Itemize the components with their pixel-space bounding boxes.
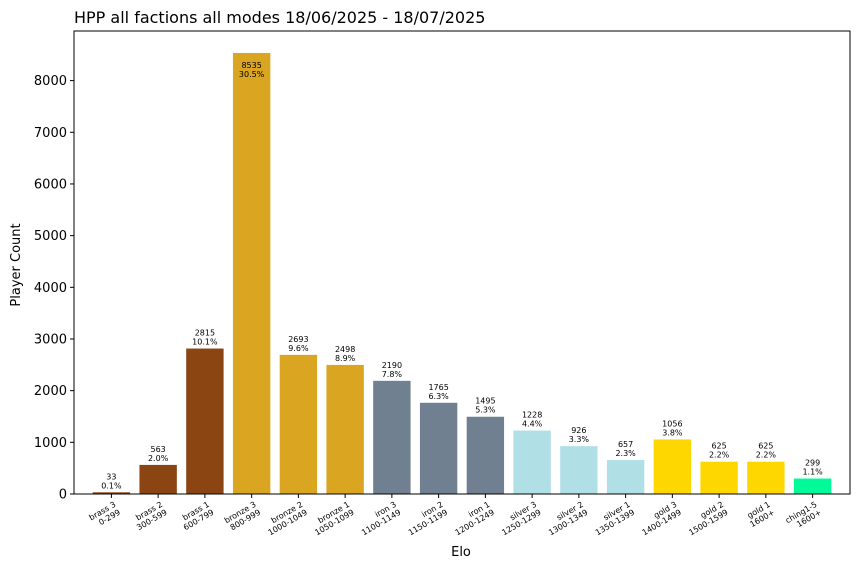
y-tick-label: 8000	[34, 74, 67, 89]
bar-value-label: 563	[151, 445, 166, 454]
bar-value-label: 657	[618, 440, 633, 449]
bar	[466, 416, 505, 494]
bar-value-label: 926	[571, 426, 586, 435]
y-tick-label: 2000	[34, 384, 67, 399]
bar	[653, 439, 692, 494]
bar-value-label: 2498	[335, 345, 355, 354]
bar-percent-label: 5.3%	[475, 406, 496, 415]
bar	[186, 348, 224, 494]
x-tick-label: bronze 3800-999	[223, 500, 262, 533]
x-tick-label: brass 30-299	[88, 500, 122, 530]
bar-percent-label: 0.1%	[101, 481, 122, 490]
bar-value-label: 1765	[428, 383, 448, 392]
bar-value-label: 1228	[522, 411, 542, 420]
x-tick-label: silver 11350-1399	[589, 500, 636, 537]
bar	[373, 380, 411, 494]
plot-frame	[73, 30, 851, 495]
y-tick-label: 4000	[34, 281, 67, 296]
bar-percent-label: 1.1%	[802, 468, 823, 477]
bar	[92, 492, 131, 494]
bar-value-label: 33	[106, 472, 116, 481]
bar-percent-label: 3.8%	[662, 428, 683, 437]
y-tick-label: 5000	[34, 229, 67, 244]
bar-value-label: 625	[758, 442, 773, 451]
y-tick-label: 7000	[34, 126, 67, 141]
plot-area: 0 1000 2000 3000 4000 5000 6000 7000 8000 330.1% b…	[34, 30, 851, 537]
bar	[326, 364, 364, 494]
x-tick-label: gold 31400-1499	[636, 500, 683, 537]
bar	[700, 461, 738, 494]
bar-percent-label: 2.0%	[148, 454, 169, 463]
x-axis-label: Elo	[451, 545, 471, 560]
bar-value-label: 625	[711, 442, 726, 451]
y-axis-label: Player Count	[9, 223, 24, 306]
x-tick-label: gold 11600+	[744, 500, 776, 529]
bar	[419, 402, 458, 494]
y-tick-label: 3000	[34, 332, 67, 347]
x-tick-label: iron 11200-1249	[449, 500, 496, 537]
bar-percent-label: 10.1%	[192, 338, 218, 347]
bar-percent-label: 2.3%	[615, 449, 636, 458]
bar-percent-label: 6.3%	[428, 392, 449, 401]
bar-value-label: 2190	[382, 361, 402, 370]
y-tick-label: 0	[59, 488, 67, 503]
x-tick-label: gold 21500-1599	[683, 500, 730, 537]
bar-value-label: 1495	[475, 397, 495, 406]
bar-percent-label: 2.2%	[709, 451, 730, 460]
x-tick-label: ching1-51600+	[784, 500, 823, 533]
bar	[279, 354, 318, 494]
x-tick-label: iron 31100-1149	[356, 500, 403, 537]
bar-percent-label: 3.3%	[569, 435, 590, 444]
bar	[606, 460, 645, 494]
chart-title: HPP all factions all modes 18/06/2025 - …	[74, 8, 485, 27]
bar-percent-label: 7.8%	[382, 370, 403, 379]
x-tick-label: silver 21300-1349	[543, 500, 590, 537]
bar-percent-label: 2.2%	[756, 451, 777, 460]
x-tick-label: brass 1600-799	[177, 500, 215, 532]
x-tick-label: silver 31250-1299	[496, 500, 543, 537]
bar	[560, 446, 598, 494]
bar	[232, 52, 271, 495]
x-tick-label: bronze 21000-1049	[262, 500, 309, 537]
x-tick-label: bronze 11050-1099	[309, 500, 356, 537]
x-tick-label: iron 21150-1199	[402, 500, 449, 537]
bar-value-label: 2693	[288, 335, 308, 344]
bar-percent-label: 9.6%	[288, 344, 309, 353]
bar	[793, 478, 832, 494]
bar-value-label: 2815	[195, 329, 215, 338]
bar-value-label: 299	[805, 459, 820, 468]
bar-value-label: 8535	[241, 61, 261, 70]
x-tick-label: brass 2300-599	[131, 500, 169, 532]
bar	[747, 461, 785, 494]
bar-percent-label: 8.9%	[335, 354, 356, 363]
bar	[513, 430, 551, 494]
bar-percent-label: 30.5%	[239, 70, 265, 79]
bar	[139, 464, 177, 494]
bar-value-label: 1056	[662, 419, 682, 428]
bar-percent-label: 4.4%	[522, 420, 543, 429]
y-tick-label: 1000	[34, 436, 67, 451]
y-tick-label: 6000	[34, 177, 67, 192]
